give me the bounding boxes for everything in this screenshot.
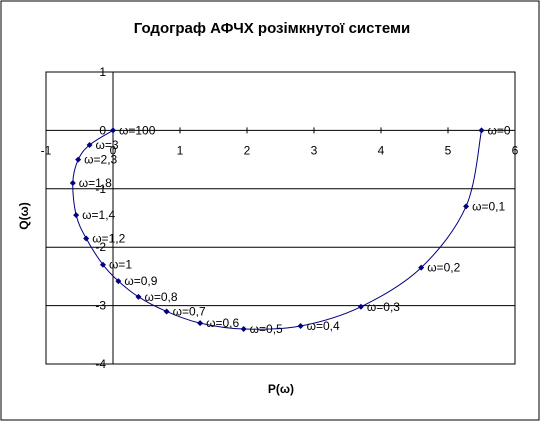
data-point-label: ω=0,8 bbox=[144, 290, 177, 304]
y-tick-label: 0 bbox=[99, 123, 106, 137]
x-axis-label: P(ω) bbox=[268, 382, 294, 396]
data-point-marker bbox=[99, 261, 106, 268]
data-point-label: ω=1 bbox=[109, 258, 132, 272]
data-point-marker bbox=[69, 179, 76, 186]
point-label-layer: ω=0ω=0,1ω=0,2ω=0,3ω=0,4ω=0,5ω=0,6ω=0,7ω=… bbox=[79, 123, 511, 336]
data-point-marker bbox=[240, 325, 247, 332]
data-point-marker bbox=[135, 293, 142, 300]
x-tick-label: 3 bbox=[311, 143, 318, 157]
y-tick-label: -1 bbox=[95, 182, 106, 196]
plot-frame bbox=[45, 71, 516, 365]
data-point-label: ω=0 bbox=[488, 123, 511, 137]
data-point-label: ω=0,9 bbox=[124, 274, 157, 288]
data-point-marker bbox=[357, 303, 364, 310]
x-tick-label: 0 bbox=[110, 143, 117, 157]
marker-layer bbox=[69, 127, 485, 332]
x-tick-label: 1 bbox=[177, 143, 184, 157]
data-point-label: ω=1,4 bbox=[82, 208, 115, 222]
data-point-label: ω=0,5 bbox=[250, 322, 283, 336]
tick-label-layer: 1 0 -1 -2 -3 -4 -1 0 1 2 3 4 5 6 bbox=[41, 65, 519, 371]
data-point-label: ω=3 bbox=[96, 138, 119, 152]
data-point-label: ω=0,2 bbox=[427, 261, 460, 275]
data-point-marker bbox=[86, 142, 93, 148]
y-tick-label: -2 bbox=[95, 240, 106, 254]
data-point-marker bbox=[75, 156, 82, 163]
chart-title: Годограф АФЧХ розімкнутої системи bbox=[134, 20, 411, 37]
data-point-marker bbox=[73, 212, 80, 219]
data-point-label: ω=1,2 bbox=[92, 231, 125, 245]
data-point-label: ω=0,1 bbox=[472, 199, 505, 213]
data-point-label: ω=0,3 bbox=[367, 300, 400, 314]
data-point-label: ω=2,3 bbox=[84, 153, 117, 167]
y-tick-label: -3 bbox=[95, 299, 106, 313]
x-tick-label: 6 bbox=[512, 143, 519, 157]
data-point-marker bbox=[463, 203, 470, 210]
data-point-marker bbox=[115, 278, 122, 285]
x-tick-label: 5 bbox=[445, 143, 452, 157]
x-tick-label: -1 bbox=[41, 143, 52, 157]
y-tick-label: -4 bbox=[95, 357, 106, 371]
data-point-marker bbox=[163, 308, 170, 315]
x-tick-label: 4 bbox=[378, 143, 385, 157]
data-point-marker bbox=[297, 323, 304, 330]
data-point-marker bbox=[83, 235, 90, 242]
data-point-marker bbox=[478, 127, 485, 134]
data-point-label: ω=1,8 bbox=[79, 176, 112, 190]
data-point-label: ω=0,7 bbox=[173, 304, 206, 318]
x-tick-label: 2 bbox=[244, 143, 251, 157]
data-point-label: ω=100 bbox=[119, 123, 156, 137]
data-point-marker bbox=[418, 264, 425, 271]
y-axis-label: Q(ω) bbox=[17, 202, 31, 229]
y-tick-label: 1 bbox=[99, 65, 106, 79]
data-point-label: ω=0,6 bbox=[206, 316, 239, 330]
data-point-label: ω=0,4 bbox=[307, 319, 340, 333]
data-point-marker bbox=[197, 320, 204, 327]
data-point-marker bbox=[110, 127, 116, 134]
